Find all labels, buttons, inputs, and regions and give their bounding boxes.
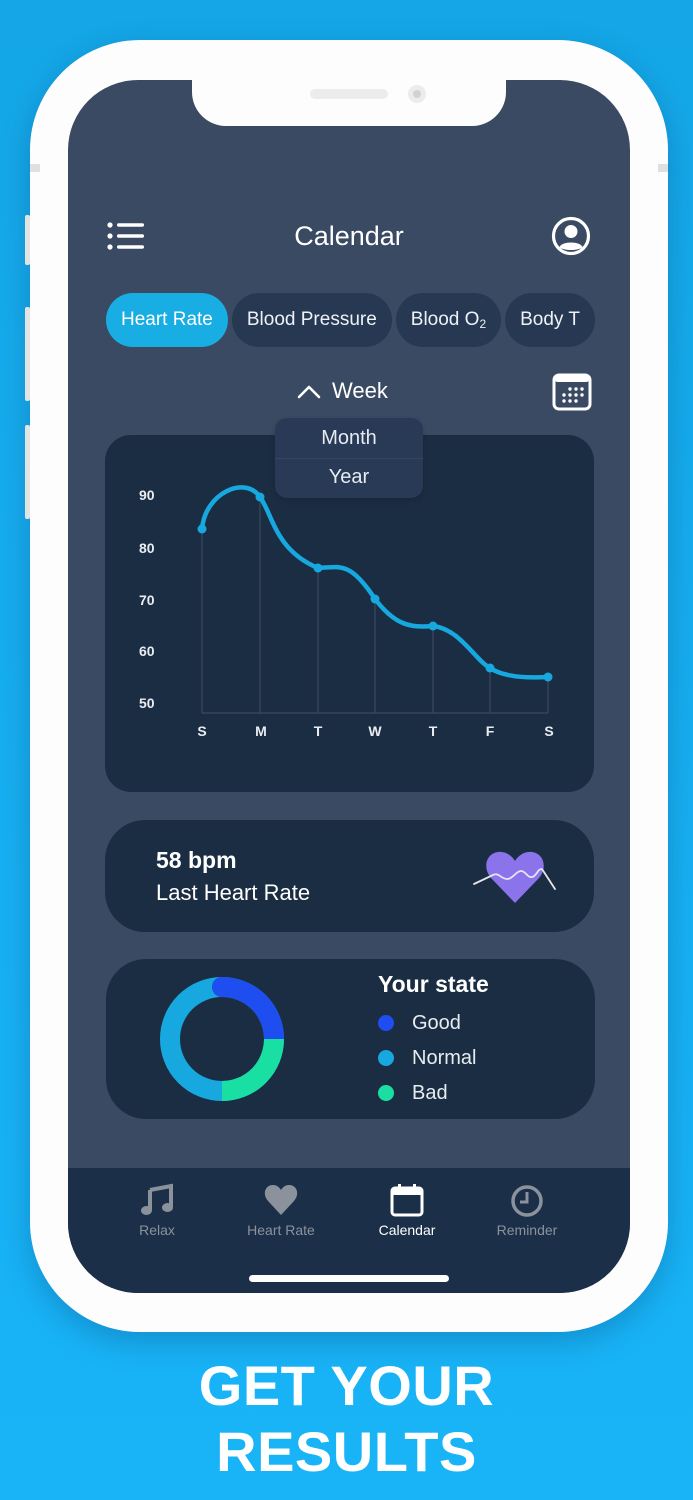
tab-body-temperature[interactable]: Body T bbox=[505, 293, 595, 347]
heart-pulse-icon bbox=[473, 851, 556, 903]
volume-down-button bbox=[25, 425, 30, 519]
nav-label: Reminder bbox=[496, 1222, 558, 1238]
x-tick: M bbox=[255, 723, 267, 739]
tab-blood-pressure[interactable]: Blood Pressure bbox=[231, 293, 392, 347]
nav-heart-rate[interactable]: Heart Rate bbox=[226, 1182, 336, 1238]
frame-antenna-mark bbox=[658, 164, 668, 172]
period-option-year[interactable]: Year bbox=[275, 458, 423, 498]
y-tick: 70 bbox=[139, 592, 155, 608]
last-heart-rate-card[interactable]: 58 bpm Last Heart Rate bbox=[105, 820, 594, 932]
x-tick: W bbox=[368, 723, 382, 739]
nav-relax[interactable]: Relax bbox=[102, 1182, 212, 1238]
y-tick: 90 bbox=[139, 487, 155, 503]
your-state-card: Your state Good Normal Bad bbox=[106, 959, 595, 1119]
legend-label: Bad bbox=[412, 1082, 448, 1104]
nav-label: Heart Rate bbox=[247, 1222, 315, 1238]
menu-list-icon[interactable] bbox=[106, 220, 146, 254]
profile-avatar-icon[interactable] bbox=[551, 216, 591, 256]
home-indicator[interactable] bbox=[249, 1275, 449, 1282]
subscript: 2 bbox=[479, 317, 487, 331]
legend-item-good: Good bbox=[378, 1006, 476, 1041]
promo-line-1: GET YOUR bbox=[198, 1354, 495, 1417]
nav-reminder[interactable]: Reminder bbox=[472, 1182, 582, 1238]
music-note-icon bbox=[141, 1183, 173, 1215]
top-app-bar: Calendar bbox=[68, 215, 630, 265]
mute-switch bbox=[25, 215, 30, 265]
legend-dot bbox=[378, 1085, 394, 1101]
x-tick: T bbox=[429, 723, 438, 739]
frame-antenna-mark bbox=[30, 164, 40, 172]
period-selector[interactable]: Week bbox=[296, 378, 388, 410]
period-option-month[interactable]: Month bbox=[321, 427, 377, 449]
x-tick: F bbox=[486, 723, 495, 739]
state-title: Your state bbox=[378, 971, 489, 997]
calendar-picker-icon[interactable] bbox=[552, 373, 592, 411]
period-dropdown-menu: Month Year bbox=[275, 418, 423, 498]
nav-label: Relax bbox=[139, 1222, 175, 1238]
calendar-icon bbox=[390, 1184, 424, 1217]
app-screen: Calendar Heart Rate Blood Pressure Blood O… bbox=[68, 80, 630, 1293]
x-tick: S bbox=[544, 723, 553, 739]
nav-label: Calendar bbox=[378, 1222, 436, 1238]
legend-item-normal: Normal bbox=[378, 1041, 476, 1076]
page-title: Calendar bbox=[294, 221, 404, 251]
bottom-navigation: Relax Heart Rate Calendar Reminder bbox=[68, 1168, 630, 1293]
heart-rate-value: 58 bpm bbox=[156, 847, 237, 873]
heart-rate-label: Last Heart Rate bbox=[156, 880, 311, 905]
line-chart: 90 80 70 60 50 S bbox=[139, 485, 554, 739]
clock-icon bbox=[511, 1185, 543, 1217]
x-tick: T bbox=[314, 723, 323, 739]
promo-headline: GET YOUR RESULTS bbox=[0, 1353, 693, 1485]
tab-heart-rate[interactable]: Heart Rate bbox=[106, 293, 228, 347]
state-donut-chart bbox=[160, 977, 284, 1101]
y-tick: 60 bbox=[139, 643, 155, 659]
speaker-grille bbox=[310, 89, 388, 99]
legend-label: Normal bbox=[412, 1047, 477, 1069]
y-tick: 80 bbox=[139, 540, 155, 556]
period-selected: Week bbox=[332, 378, 388, 403]
tab-blood-oxygen[interactable]: Blood O2 bbox=[395, 293, 502, 347]
legend-item-bad: Bad bbox=[378, 1076, 476, 1111]
volume-up-button bbox=[25, 307, 30, 401]
promo-line-2: RESULTS bbox=[216, 1420, 477, 1483]
state-legend: Good Normal Bad bbox=[378, 1006, 476, 1111]
front-camera bbox=[408, 85, 426, 103]
heart-icon bbox=[264, 1185, 298, 1215]
legend-label: Good bbox=[412, 1012, 461, 1034]
y-tick: 50 bbox=[139, 695, 155, 711]
tab-blood-oxygen-label: Blood O bbox=[410, 309, 480, 330]
metric-tabs: Heart Rate Blood Pressure Blood O2 Body T bbox=[106, 293, 599, 347]
legend-dot bbox=[378, 1050, 394, 1066]
x-tick: S bbox=[197, 723, 206, 739]
chevron-up-icon bbox=[297, 385, 321, 399]
nav-calendar[interactable]: Calendar bbox=[352, 1182, 462, 1238]
device-notch bbox=[192, 80, 506, 126]
legend-dot bbox=[378, 1015, 394, 1031]
